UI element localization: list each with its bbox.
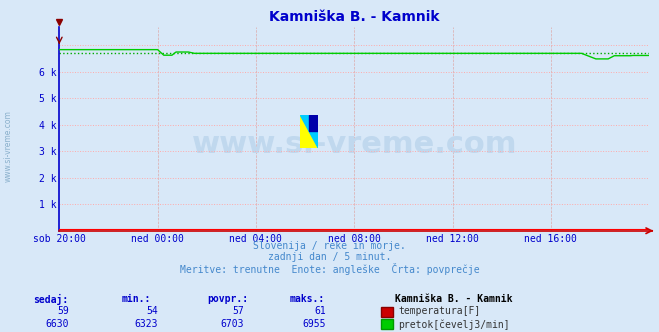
Polygon shape [300, 115, 318, 148]
Text: sedaj:: sedaj: [33, 294, 68, 305]
Text: pretok[čevelj3/min]: pretok[čevelj3/min] [398, 319, 509, 330]
Polygon shape [300, 115, 318, 148]
Text: 61: 61 [314, 306, 326, 316]
Text: zadnji dan / 5 minut.: zadnji dan / 5 minut. [268, 252, 391, 262]
Text: 6323: 6323 [134, 319, 158, 329]
Text: Kamniška B. - Kamnik: Kamniška B. - Kamnik [395, 294, 513, 304]
Text: 6630: 6630 [45, 319, 69, 329]
Text: min.:: min.: [122, 294, 152, 304]
Text: www.si-vreme.com: www.si-vreme.com [4, 110, 13, 182]
Text: Slovenija / reke in morje.: Slovenija / reke in morje. [253, 241, 406, 251]
Text: 6703: 6703 [220, 319, 244, 329]
Text: www.si-vreme.com: www.si-vreme.com [192, 130, 517, 159]
Text: temperatura[F]: temperatura[F] [398, 306, 480, 316]
Title: Kamniška B. - Kamnik: Kamniška B. - Kamnik [269, 10, 440, 24]
Text: 6955: 6955 [302, 319, 326, 329]
Text: povpr.:: povpr.: [208, 294, 248, 304]
Text: maks.:: maks.: [290, 294, 325, 304]
Text: 57: 57 [232, 306, 244, 316]
Polygon shape [309, 115, 318, 131]
Text: 59: 59 [57, 306, 69, 316]
Text: 54: 54 [146, 306, 158, 316]
Text: Meritve: trenutne  Enote: angleške  Črta: povprečje: Meritve: trenutne Enote: angleške Črta: … [180, 263, 479, 275]
